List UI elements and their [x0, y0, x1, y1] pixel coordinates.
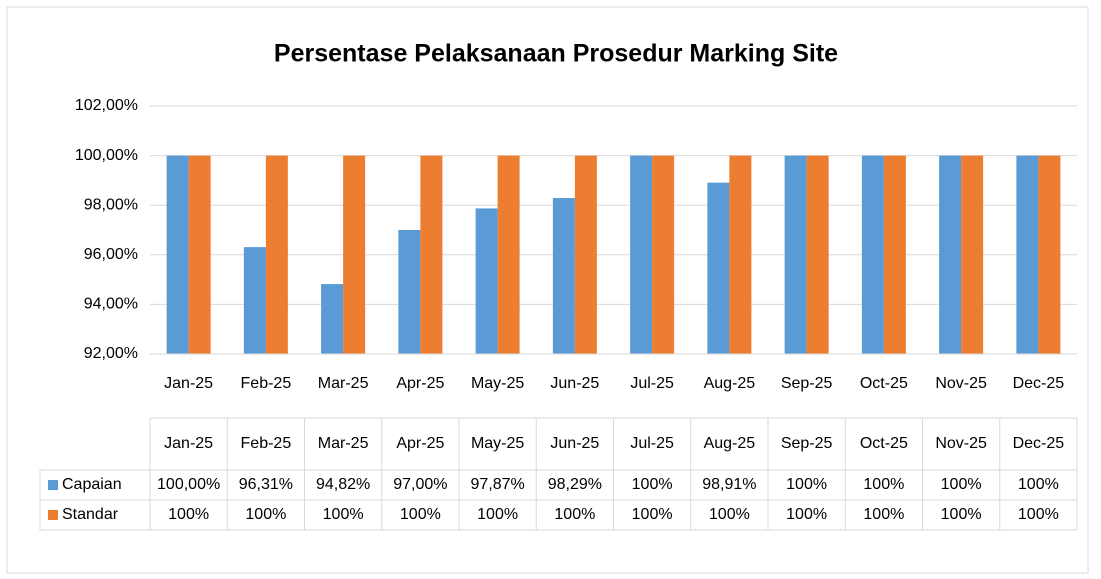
table-header: Aug-25 — [704, 435, 756, 452]
bar — [398, 230, 421, 354]
bar — [552, 198, 575, 354]
bar — [630, 155, 653, 354]
bar — [475, 208, 498, 354]
table-cell: 100% — [632, 506, 673, 523]
bar — [1038, 155, 1061, 354]
x-tick-label: Feb-25 — [241, 375, 292, 392]
x-tick-label: Mar-25 — [318, 375, 369, 392]
table-cell: 100% — [709, 506, 750, 523]
bar — [343, 155, 366, 354]
x-tick-label: Jun-25 — [550, 375, 599, 392]
table-cell: 100% — [554, 506, 595, 523]
table-cell: 100% — [941, 506, 982, 523]
table-cell: 100,00% — [157, 476, 220, 493]
table-header: Jul-25 — [630, 435, 674, 452]
x-tick-label: Aug-25 — [704, 375, 756, 392]
bar — [574, 155, 597, 354]
table-cell: 100% — [323, 506, 364, 523]
x-tick-label: Apr-25 — [396, 375, 444, 392]
table-cell: 94,82% — [316, 476, 370, 493]
bar — [939, 155, 962, 354]
y-tick-label: 100,00% — [75, 147, 138, 164]
table-cell: 100% — [245, 506, 286, 523]
bar — [420, 155, 443, 354]
table-cell: 100% — [786, 506, 827, 523]
table-header: Sep-25 — [781, 435, 833, 452]
table-cell: 96,31% — [239, 476, 293, 493]
y-tick-label: 102,00% — [75, 97, 138, 114]
bar — [265, 155, 288, 354]
bar — [883, 155, 906, 354]
bar — [861, 155, 884, 354]
chart-title: Persentase Pelaksanaan Prosedur Marking … — [274, 40, 838, 68]
y-tick-label: 92,00% — [84, 345, 138, 362]
table-cell: 100% — [786, 476, 827, 493]
legend-swatch — [48, 510, 58, 520]
table-header: Feb-25 — [241, 435, 292, 452]
bar — [321, 284, 344, 354]
table-cell: 98,91% — [702, 476, 756, 493]
table-header: Jan-25 — [164, 435, 213, 452]
table-cell: 100% — [400, 506, 441, 523]
table-header: Jun-25 — [550, 435, 599, 452]
bar — [729, 155, 752, 354]
bar — [652, 155, 675, 354]
table-cell: 97,00% — [393, 476, 447, 493]
table-header: May-25 — [471, 435, 524, 452]
table-header: Oct-25 — [860, 435, 908, 452]
table-header: Dec-25 — [1013, 435, 1065, 452]
x-tick-label: Oct-25 — [860, 375, 908, 392]
table-header: Mar-25 — [318, 435, 369, 452]
legend-label: Standar — [62, 506, 119, 523]
table-cell: 100% — [477, 506, 518, 523]
table-cell: 100% — [863, 506, 904, 523]
bar — [243, 247, 266, 354]
table-cell: 100% — [941, 476, 982, 493]
bar — [188, 155, 211, 354]
x-tick-label: May-25 — [471, 375, 524, 392]
bar — [497, 155, 520, 354]
table-cell: 100% — [1018, 476, 1059, 493]
table-cell: 98,29% — [548, 476, 602, 493]
x-tick-label: Jan-25 — [164, 375, 213, 392]
bar — [784, 155, 807, 354]
table-cell: 100% — [1018, 506, 1059, 523]
bar — [806, 155, 829, 354]
legend-swatch — [48, 480, 58, 490]
legend-label: Capaian — [62, 476, 122, 493]
table-cell: 100% — [168, 506, 209, 523]
table-cell: 100% — [632, 476, 673, 493]
table-cell: 97,87% — [470, 476, 524, 493]
table-header: Nov-25 — [935, 435, 987, 452]
table-cell: 100% — [863, 476, 904, 493]
y-tick-label: 98,00% — [84, 196, 138, 213]
bar — [961, 155, 984, 354]
y-tick-label: 94,00% — [84, 296, 138, 313]
x-tick-label: Sep-25 — [781, 375, 833, 392]
bar — [707, 182, 730, 354]
x-tick-label: Jul-25 — [630, 375, 674, 392]
bar — [1016, 155, 1039, 354]
table-header: Apr-25 — [396, 435, 444, 452]
bar — [166, 155, 189, 354]
x-tick-label: Dec-25 — [1013, 375, 1065, 392]
y-tick-label: 96,00% — [84, 246, 138, 263]
x-tick-label: Nov-25 — [935, 375, 987, 392]
